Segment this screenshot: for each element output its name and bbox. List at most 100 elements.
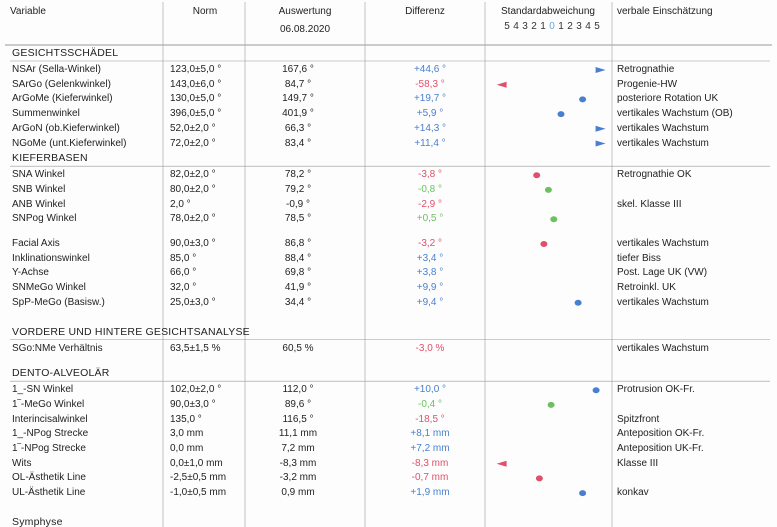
verdict: vertikales Wachstum <box>617 137 709 149</box>
verdict: vertikales Wachstum <box>617 296 709 308</box>
sd-dot <box>547 401 555 408</box>
difference: +19,7 ° <box>413 93 447 105</box>
variable: Summenwinkel <box>12 108 80 120</box>
norm: 135,0 ° <box>170 413 202 425</box>
norm: 396,0±5,0 ° <box>170 108 222 120</box>
variable: SNB Winkel <box>12 183 66 195</box>
sd-scale-digit: 1 <box>540 21 546 32</box>
verdict: vertikales Wachstum (OB) <box>617 108 733 120</box>
header-variable: Variable <box>10 6 46 17</box>
value: 7,2 mm <box>281 443 315 454</box>
value: 167,6 ° <box>282 64 314 75</box>
norm: 90,0±3,0 ° <box>170 238 216 249</box>
value: 89,6 ° <box>284 398 312 410</box>
value: 66,3 ° <box>284 122 312 134</box>
value: 88,4 ° <box>284 252 312 264</box>
difference: -2,9 ° <box>417 198 443 210</box>
value: 79,2 ° <box>284 183 312 195</box>
verdict: Retrognathie <box>617 64 675 75</box>
difference: -3,8 ° <box>417 169 443 181</box>
verdict: posteriore Rotation UK <box>617 93 719 105</box>
difference: +10,0 ° <box>413 384 447 396</box>
sd-dot <box>579 490 587 497</box>
difference: +3,4 ° <box>416 252 444 264</box>
difference: +9,9 ° <box>416 282 444 294</box>
sd-arrow <box>595 140 606 147</box>
norm: 90,0±3,0 ° <box>170 398 216 410</box>
value: 84,7 ° <box>284 78 312 90</box>
norm: -1,0±0,5 mm <box>170 487 227 499</box>
norm: 102,0±2,0 ° <box>170 384 222 396</box>
difference: -18,5 ° <box>415 413 445 425</box>
variable: SArGo (Gelenkwinkel) <box>12 78 111 90</box>
norm: 66,0 ° <box>170 267 197 279</box>
norm: 0,0 mm <box>170 443 204 454</box>
norm: 130,0±5,0 ° <box>170 93 222 105</box>
value: 41,9 ° <box>284 282 312 294</box>
difference: -58,3 ° <box>415 78 445 90</box>
difference: -0,7 mm <box>411 472 449 484</box>
sd-dot <box>592 387 600 394</box>
verdict: Klasse III <box>617 457 659 469</box>
value: -8,3 mm <box>279 457 317 469</box>
sd-scale-digit: 0 <box>549 21 555 32</box>
variable: SNA Winkel <box>12 169 65 181</box>
sd-dot <box>550 216 558 223</box>
value: 149,7 ° <box>282 93 314 105</box>
norm: 0,0±1,0 mm <box>170 457 223 469</box>
sd-dot <box>574 299 582 306</box>
variable: SNPog Winkel <box>12 213 77 225</box>
variable: NSAr (Sella-Winkel) <box>12 64 101 75</box>
value: -0,9 ° <box>285 198 311 210</box>
variable: Facial Axis <box>12 238 60 249</box>
header-date: 06.08.2020 <box>279 24 331 35</box>
difference: -3,0 % <box>415 342 445 354</box>
verdict: vertikales Wachstum <box>617 238 709 249</box>
norm: 123,0±5,0 ° <box>170 64 222 75</box>
sd-dot <box>540 241 548 247</box>
verdict: Progenie-HW <box>617 78 678 90</box>
variable: 1‾-NPog Strecke <box>12 443 86 454</box>
verdict: vertikales Wachstum <box>617 342 709 354</box>
section-title: Symphyse <box>12 515 63 527</box>
value: 78,5 ° <box>284 213 312 225</box>
sd-scale-digit: 1 <box>558 21 564 32</box>
header-difference: Differenz <box>405 6 445 17</box>
value: 78,2 ° <box>284 169 312 181</box>
difference: +8,1 mm <box>410 428 450 440</box>
value: 11,1 mm <box>278 428 318 440</box>
section-title: KIEFERBASEN <box>12 152 88 165</box>
sd-scale-digit: 3 <box>522 21 528 32</box>
norm: 143,0±6,0 ° <box>170 78 222 90</box>
value: 112,0 ° <box>282 384 314 396</box>
sd-scale-digit: 3 <box>576 21 582 32</box>
value: -3,2 mm <box>279 472 317 484</box>
difference: -8,3 mm <box>411 457 449 469</box>
norm: 52,0±2,0 ° <box>170 122 216 134</box>
verdict: Post. Lage UK (VW) <box>617 267 708 279</box>
verdict: Anteposition UK-Fr. <box>617 443 704 454</box>
verdict: Spitzfront <box>617 413 660 425</box>
difference: -0,8 ° <box>417 183 443 195</box>
sd-scale-digit: 5 <box>594 21 600 32</box>
difference: +44,6 ° <box>413 64 447 75</box>
variable: SGo:NMe Verhältnis <box>12 342 103 354</box>
verdict: Retroinkl. UK <box>617 282 676 294</box>
norm: 32,0 ° <box>170 282 197 294</box>
difference: +14,3 ° <box>413 122 447 134</box>
value: 60,5 % <box>282 342 314 354</box>
sd-arrow <box>496 81 507 88</box>
value: 401,9 ° <box>282 108 314 120</box>
variable: Wits <box>12 457 32 469</box>
section-title: VORDERE UND HINTERE GESICHTSANALYSE <box>12 325 250 338</box>
difference: +7,2 mm <box>410 443 450 454</box>
verdict: tiefer Biss <box>617 252 661 264</box>
verdict: Protrusion OK-Fr. <box>617 384 695 396</box>
difference: +5,9 ° <box>416 108 444 120</box>
header-norm: Norm <box>192 6 218 17</box>
header-evaluation: Auswertung <box>278 6 332 17</box>
variable: 1_-SN Winkel <box>12 384 74 396</box>
norm: 78,0±2,0 ° <box>170 213 216 225</box>
